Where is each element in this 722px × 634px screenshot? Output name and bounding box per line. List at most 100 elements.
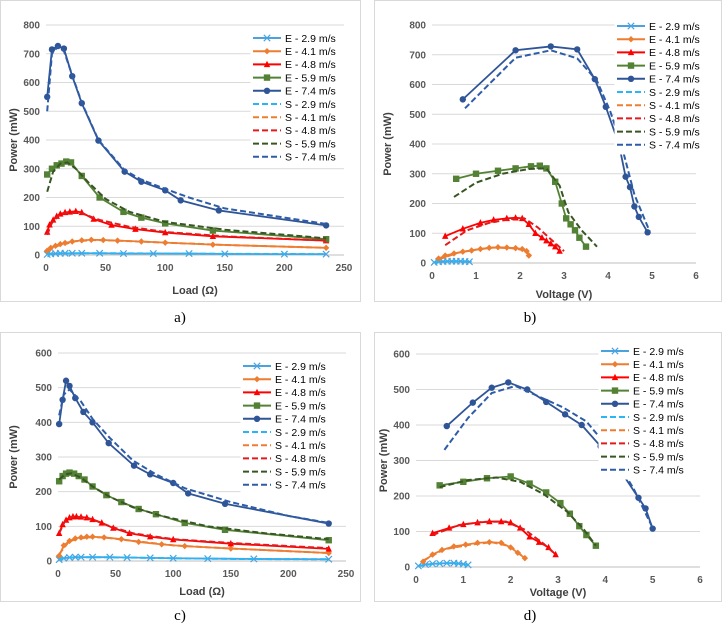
data-point [48, 46, 56, 53]
legend-marker [253, 362, 261, 370]
data-point [460, 478, 467, 485]
data-point [43, 93, 51, 101]
data-point [59, 396, 66, 403]
legend-box [240, 357, 354, 495]
data-point [557, 499, 564, 507]
x-tick-label: 3 [555, 575, 561, 586]
x-axis-title: Load (Ω) [172, 285, 218, 297]
data-point [459, 96, 466, 103]
panel-b: 0 100 200 300 400 500 600 700 800 0 1 2 3 4 5 6 Voltage … [374, 0, 722, 302]
data-point [436, 482, 443, 489]
x-tick-label: 150 [222, 569, 239, 580]
data-point [185, 249, 193, 258]
legend-label: S - 2.9 m/s [633, 412, 684, 424]
data-point [578, 421, 585, 429]
data-point [67, 159, 75, 166]
data-point [55, 478, 63, 485]
y-tick-label: 0 [404, 563, 410, 574]
y-tick-label: 700 [409, 50, 426, 61]
data-point [221, 526, 229, 533]
series-6 [434, 260, 472, 264]
legend-marker [611, 387, 619, 394]
legend-label: E - 7.4 m/s [275, 414, 326, 426]
data-point [552, 242, 559, 250]
data-point [70, 470, 78, 477]
data-point [543, 236, 550, 244]
series-6 [58, 556, 329, 561]
data-point [592, 542, 600, 549]
legend-item: E - 4.1 m/s [243, 374, 326, 386]
legend: E - 2.9 m/sE - 4.1 m/sE - 4.8 m/sE - 5.9… [240, 357, 354, 495]
legend-marker [263, 60, 271, 68]
series-10 [58, 388, 329, 524]
data-point [322, 250, 330, 258]
data-point [149, 249, 157, 258]
series-line [438, 246, 532, 261]
legend-label: E - 4.8 m/s [649, 47, 700, 59]
legend-label: S - 5.9 m/s [275, 466, 326, 478]
data-point [96, 249, 104, 257]
data-point [80, 408, 87, 416]
data-point [472, 170, 480, 177]
data-point [47, 244, 54, 252]
y-tick-label: 600 [393, 350, 410, 361]
x-tick-label: 0 [43, 263, 49, 274]
y-tick-label: 600 [409, 80, 426, 91]
legend-marker [611, 361, 619, 368]
data-point [62, 377, 70, 384]
caption-a: a) [174, 310, 186, 326]
legend-marker [253, 388, 261, 396]
data-point [130, 462, 138, 469]
x-tick-label: 4 [603, 575, 609, 586]
legend-label: S - 5.9 m/s [633, 451, 684, 463]
data-point [644, 229, 651, 236]
data-point [443, 422, 450, 430]
chart-d: 0 100 200 300 400 500 600 0 1 2 3 4 5 6 Voltage (V) Pow… [378, 342, 712, 599]
legend-item: E - 4.8 m/s [243, 387, 326, 399]
data-point [61, 249, 69, 257]
data-point [649, 525, 656, 532]
data-point [55, 420, 63, 428]
data-point [325, 537, 332, 544]
x-tick-label: 250 [338, 569, 355, 580]
legend-item: S - 2.9 m/s [617, 87, 700, 99]
x-tick-label: 100 [157, 263, 174, 274]
data-point [526, 533, 533, 540]
series-10 [46, 45, 327, 225]
x-tick-label: 5 [649, 271, 655, 282]
data-point [543, 165, 550, 172]
data-point [96, 194, 103, 201]
legend-marker [263, 34, 271, 42]
data-point [459, 225, 466, 232]
x-tick-label: 3 [561, 271, 567, 282]
data-point [221, 250, 229, 258]
y-tick-label: 600 [23, 78, 40, 89]
series-9 [453, 167, 598, 248]
legend-item: S - 7.4 m/s [253, 152, 336, 164]
data-point [505, 379, 512, 386]
legend-label: S - 4.8 m/s [649, 113, 700, 125]
y-tick-label: 400 [35, 418, 52, 429]
data-point [450, 543, 458, 550]
data-point [78, 249, 86, 257]
data-point [622, 173, 629, 180]
series-9 [46, 161, 327, 240]
legend-label: S - 4.8 m/s [285, 125, 336, 137]
y-axis-title: Power (mW) [8, 425, 20, 489]
data-point [558, 200, 565, 207]
data-point [177, 197, 184, 204]
data-point [494, 167, 502, 174]
caption-b: b) [523, 310, 537, 326]
data-point [55, 555, 63, 564]
data-point [512, 47, 519, 54]
x-tick-label: 1 [461, 575, 467, 586]
data-point [547, 239, 554, 247]
y-tick-label: 300 [35, 453, 52, 464]
legend-item: S - 4.1 m/s [243, 440, 326, 452]
series-8 [58, 515, 329, 550]
legend-marker [253, 415, 261, 422]
data-point [576, 522, 583, 530]
y-tick-label: 100 [23, 222, 40, 233]
panel-a: 0 100 200 300 400 500 600 700 800 0 50 100 150 200 250… [0, 0, 361, 302]
legend-marker [627, 62, 635, 69]
